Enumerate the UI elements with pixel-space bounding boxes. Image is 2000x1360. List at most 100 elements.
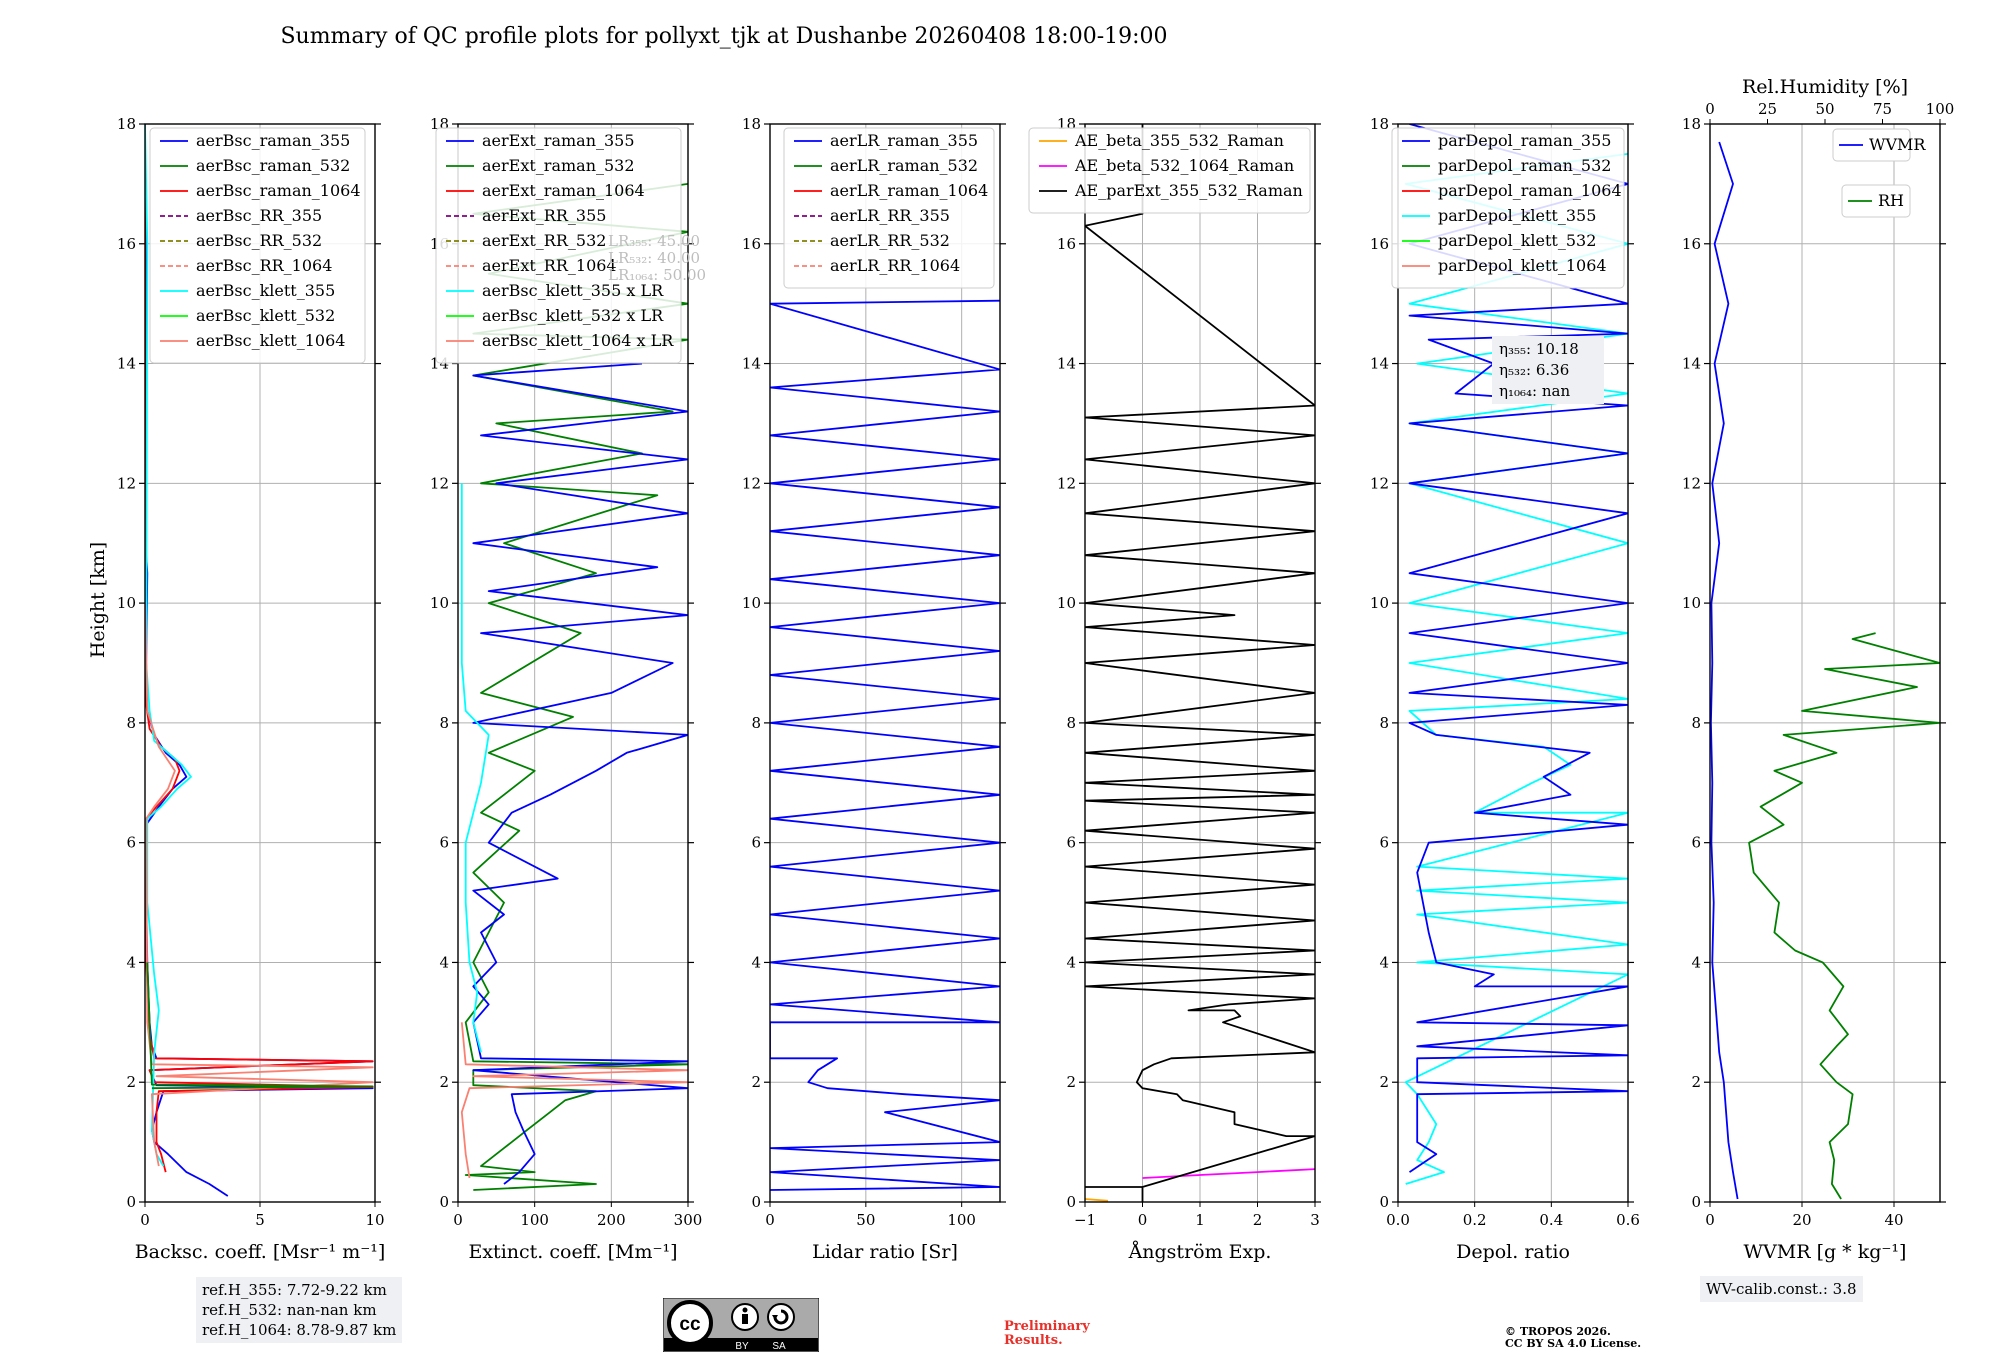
x-tick-label: 20 <box>1792 1211 1811 1229</box>
y-tick-label: 18 <box>117 115 136 133</box>
series-line-aerBsc_klett_1064 <box>145 603 374 1167</box>
legend-label: aerExt_raman_1064 <box>482 181 645 200</box>
height-axis-label: Height [km] <box>87 542 109 658</box>
series-line-AE_beta_355_532_Raman <box>1085 1198 1109 1202</box>
x-tick-label: 200 <box>597 1211 626 1229</box>
legend-box <box>435 127 682 364</box>
legend-label: aerBsc_klett_1064 <box>196 331 345 350</box>
y-tick-label: 16 <box>1057 235 1076 253</box>
y-tick-label: 0 <box>1379 1193 1389 1211</box>
y-tick-label: 6 <box>439 834 449 852</box>
y-tick-label: 10 <box>1057 594 1076 612</box>
legend-label: aerBsc_raman_355 <box>196 131 350 150</box>
series-line-AE_parExt_355_532_Raman <box>1085 124 1315 1202</box>
series-line-aerBsc_klett_1064 x LR <box>460 1022 688 1179</box>
series-line-aerBsc_klett_355 x LR <box>460 483 490 1053</box>
y-tick-label: 12 <box>1057 474 1076 492</box>
share-alike-icon <box>767 1303 795 1331</box>
x-tick-label: 300 <box>674 1211 703 1229</box>
legend-label: WVMR <box>1869 135 1926 154</box>
y-tick-label: 4 <box>1691 953 1701 971</box>
legend-label: parDepol_raman_355 <box>1438 131 1611 150</box>
top-tick-label: 100 <box>1926 100 1955 118</box>
series-line-aerLR_raman_355 <box>770 299 1000 1191</box>
legend-box <box>1028 127 1311 214</box>
y-tick-label: 6 <box>1691 834 1701 852</box>
eta-value: η₅₃₂: 6.36 <box>1499 361 1569 379</box>
y-tick-label: 8 <box>439 714 449 732</box>
legend: aerExt_raman_355 aerExt_raman_532 aerExt_r… <box>435 127 682 364</box>
legend-label: parDepol_raman_532 <box>1438 156 1611 175</box>
legend-wvmr: WVMR <box>1832 128 1926 162</box>
y-tick-label: 12 <box>1370 474 1389 492</box>
preliminary-note: Preliminary Results. <box>1004 1320 1090 1348</box>
legend-label: parDepol_klett_1064 <box>1438 256 1607 275</box>
legend-label: aerBsc_klett_532 <box>196 306 335 325</box>
series-line-aerBsc_klett_355 <box>145 124 192 1167</box>
legend-label: aerExt_RR_355 <box>482 206 606 225</box>
y-tick-label: 12 <box>1682 474 1701 492</box>
y-tick-label: 4 <box>439 953 449 971</box>
y-tick-label: 18 <box>1370 115 1389 133</box>
series-line-AE_beta_532_1064_Raman <box>1142 1168 1315 1179</box>
series-line-aerBsc_raman_532 <box>146 962 374 1090</box>
y-tick-label: 10 <box>117 594 136 612</box>
series-group <box>145 124 374 1197</box>
legend-label: aerExt_raman_355 <box>482 131 635 150</box>
y-tick-label: 18 <box>742 115 761 133</box>
x-tick-label: 0 <box>765 1211 775 1229</box>
x-tick-label: 10 <box>365 1211 384 1229</box>
legend-label: aerLR_RR_1064 <box>830 256 960 275</box>
series-line-parDepol_raman_355 <box>1408 124 1628 1173</box>
legend-label: parDepol_raman_1064 <box>1438 181 1622 200</box>
x-tick-label: 0.6 <box>1616 1211 1640 1229</box>
series-group <box>460 183 688 1191</box>
y-tick-label: 4 <box>1066 953 1076 971</box>
legend-label: RH <box>1878 191 1904 210</box>
panel-extinction: 0100200300024681012141618Extinct. coeff.… <box>430 115 706 1263</box>
legend-rh: RH <box>1841 184 1911 218</box>
legend-label: aerExt_raman_532 <box>482 156 635 175</box>
y-tick-label: 0 <box>439 1193 449 1211</box>
y-tick-label: 0 <box>126 1193 136 1211</box>
series-line-WVMR <box>1710 141 1739 1200</box>
x-tick-label: 0 <box>1705 1211 1715 1229</box>
lr-note: LR₅₃₂: 40.00 <box>608 249 700 267</box>
ref-height-532: ref.H_532: nan-nan km <box>202 1301 377 1319</box>
series-group <box>1085 124 1315 1202</box>
legend-label: aerLR_raman_532 <box>830 156 978 175</box>
panel-lidar_ratio: 0 50 100 0 2 4 6 8 10 12 14 16 18 Lidar ratio [Sr] aer… <box>742 115 1006 1263</box>
x-tick-label: 0.4 <box>1539 1211 1563 1229</box>
legend-label: aerBsc_klett_355 x LR <box>482 281 664 300</box>
series-group <box>770 299 1000 1191</box>
series-group <box>1404 124 1628 1185</box>
legend: parDepol_raman_355 parDepol_raman_532 parD… <box>1391 127 1625 289</box>
legend-label: aerBsc_klett_532 x LR <box>482 306 664 325</box>
legend-label: aerExt_RR_532 <box>482 231 606 250</box>
preliminary-line-2: Results. <box>1004 1333 1063 1348</box>
figure-title: Summary of QC profile plots for pollyxt_… <box>280 24 1167 49</box>
legend-label: aerLR_RR_532 <box>830 231 950 250</box>
series-line-aerExt_raman_532 <box>464 183 688 1191</box>
y-tick-label: 16 <box>742 235 761 253</box>
y-tick-label: 8 <box>751 714 761 732</box>
y-tick-label: 12 <box>117 474 136 492</box>
legend: aerBsc_raman_355 aerBsc_raman_532 aerBsc_r… <box>149 127 366 364</box>
y-tick-label: 10 <box>1370 594 1389 612</box>
y-tick-label: 4 <box>1379 953 1389 971</box>
lr-note: LR₁₀₆₄: 50.00 <box>608 266 706 284</box>
y-tick-label: 10 <box>1682 594 1701 612</box>
y-tick-label: 14 <box>1682 355 1701 373</box>
cc-icon <box>667 1300 713 1346</box>
y-tick-label: 10 <box>742 594 761 612</box>
x-tick-label: 100 <box>947 1211 976 1229</box>
y-tick-label: 2 <box>751 1073 761 1091</box>
top-tick-label: 75 <box>1873 100 1892 118</box>
y-tick-label: 18 <box>1682 115 1701 133</box>
legend-box <box>1841 184 1911 218</box>
series-line-RH <box>1748 632 1940 1200</box>
legend-label: parDepol_klett_355 <box>1438 206 1596 225</box>
y-tick-label: 4 <box>126 953 136 971</box>
